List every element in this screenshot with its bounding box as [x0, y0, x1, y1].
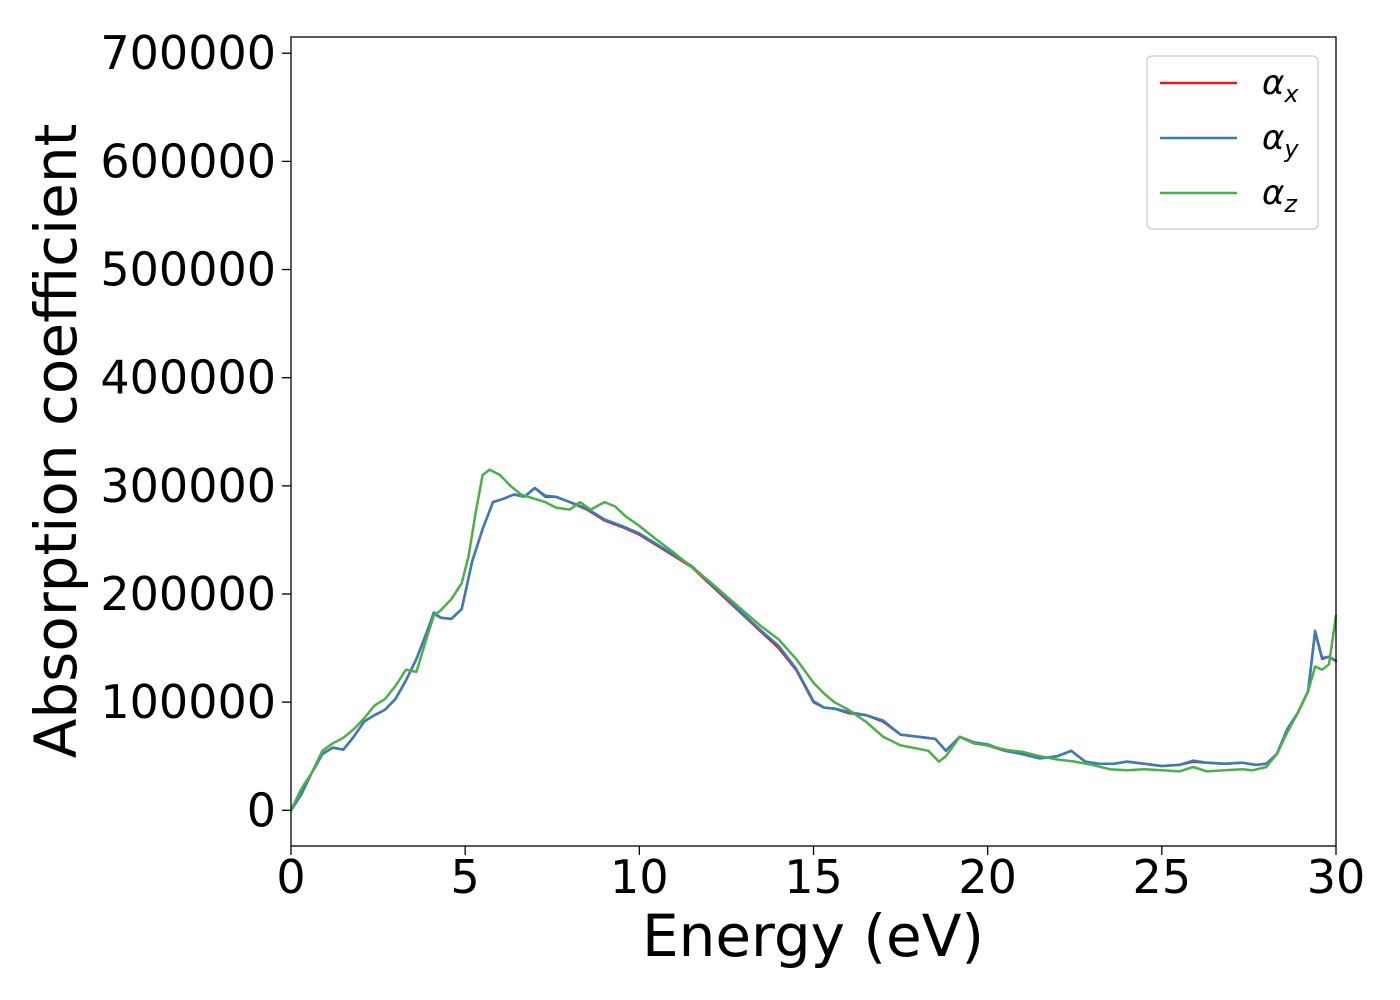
y-tick-label: 0: [247, 783, 276, 837]
series-line-alpha-y: [289, 486, 1338, 812]
y-tick-label: 600000: [100, 134, 276, 188]
series-lines: [289, 468, 1338, 812]
y-tick-label: 700000: [100, 26, 276, 80]
y-tick-label: 500000: [100, 243, 276, 297]
x-tick-label: 30: [1307, 850, 1366, 904]
y-axis-label: Absorption coefficient: [22, 124, 90, 759]
x-tick-label: 10: [610, 850, 669, 904]
y-axis-ticks: 0 100000 200000 300000 400000 500000 600000 700…: [100, 26, 291, 837]
x-axis-ticks: 0 5 10 15 20 25 30: [276, 846, 1365, 904]
y-tick-label: 100000: [100, 675, 276, 729]
series-line-alpha-z: [289, 468, 1338, 812]
y-tick-label: 400000: [100, 351, 276, 405]
x-axis-label: Energy (eV): [642, 902, 984, 970]
y-tick-label: 300000: [100, 459, 276, 513]
series-line-alpha-x: [289, 486, 1338, 812]
legend-label-alpha-z: αz: [1262, 173, 1298, 218]
x-tick-label: 15: [784, 850, 843, 904]
x-tick-label: 5: [451, 850, 480, 904]
plot-frame: [290, 36, 1337, 847]
legend-label-alpha-y: αy: [1262, 118, 1299, 163]
y-tick-label: 200000: [100, 567, 276, 621]
legend-label-alpha-x: αx: [1262, 63, 1299, 108]
legend-box: [1146, 55, 1319, 230]
x-tick-label: 0: [276, 850, 305, 904]
x-tick-label: 20: [958, 850, 1017, 904]
x-tick-label: 25: [1133, 850, 1192, 904]
legend: αx αy αz: [1146, 55, 1319, 230]
